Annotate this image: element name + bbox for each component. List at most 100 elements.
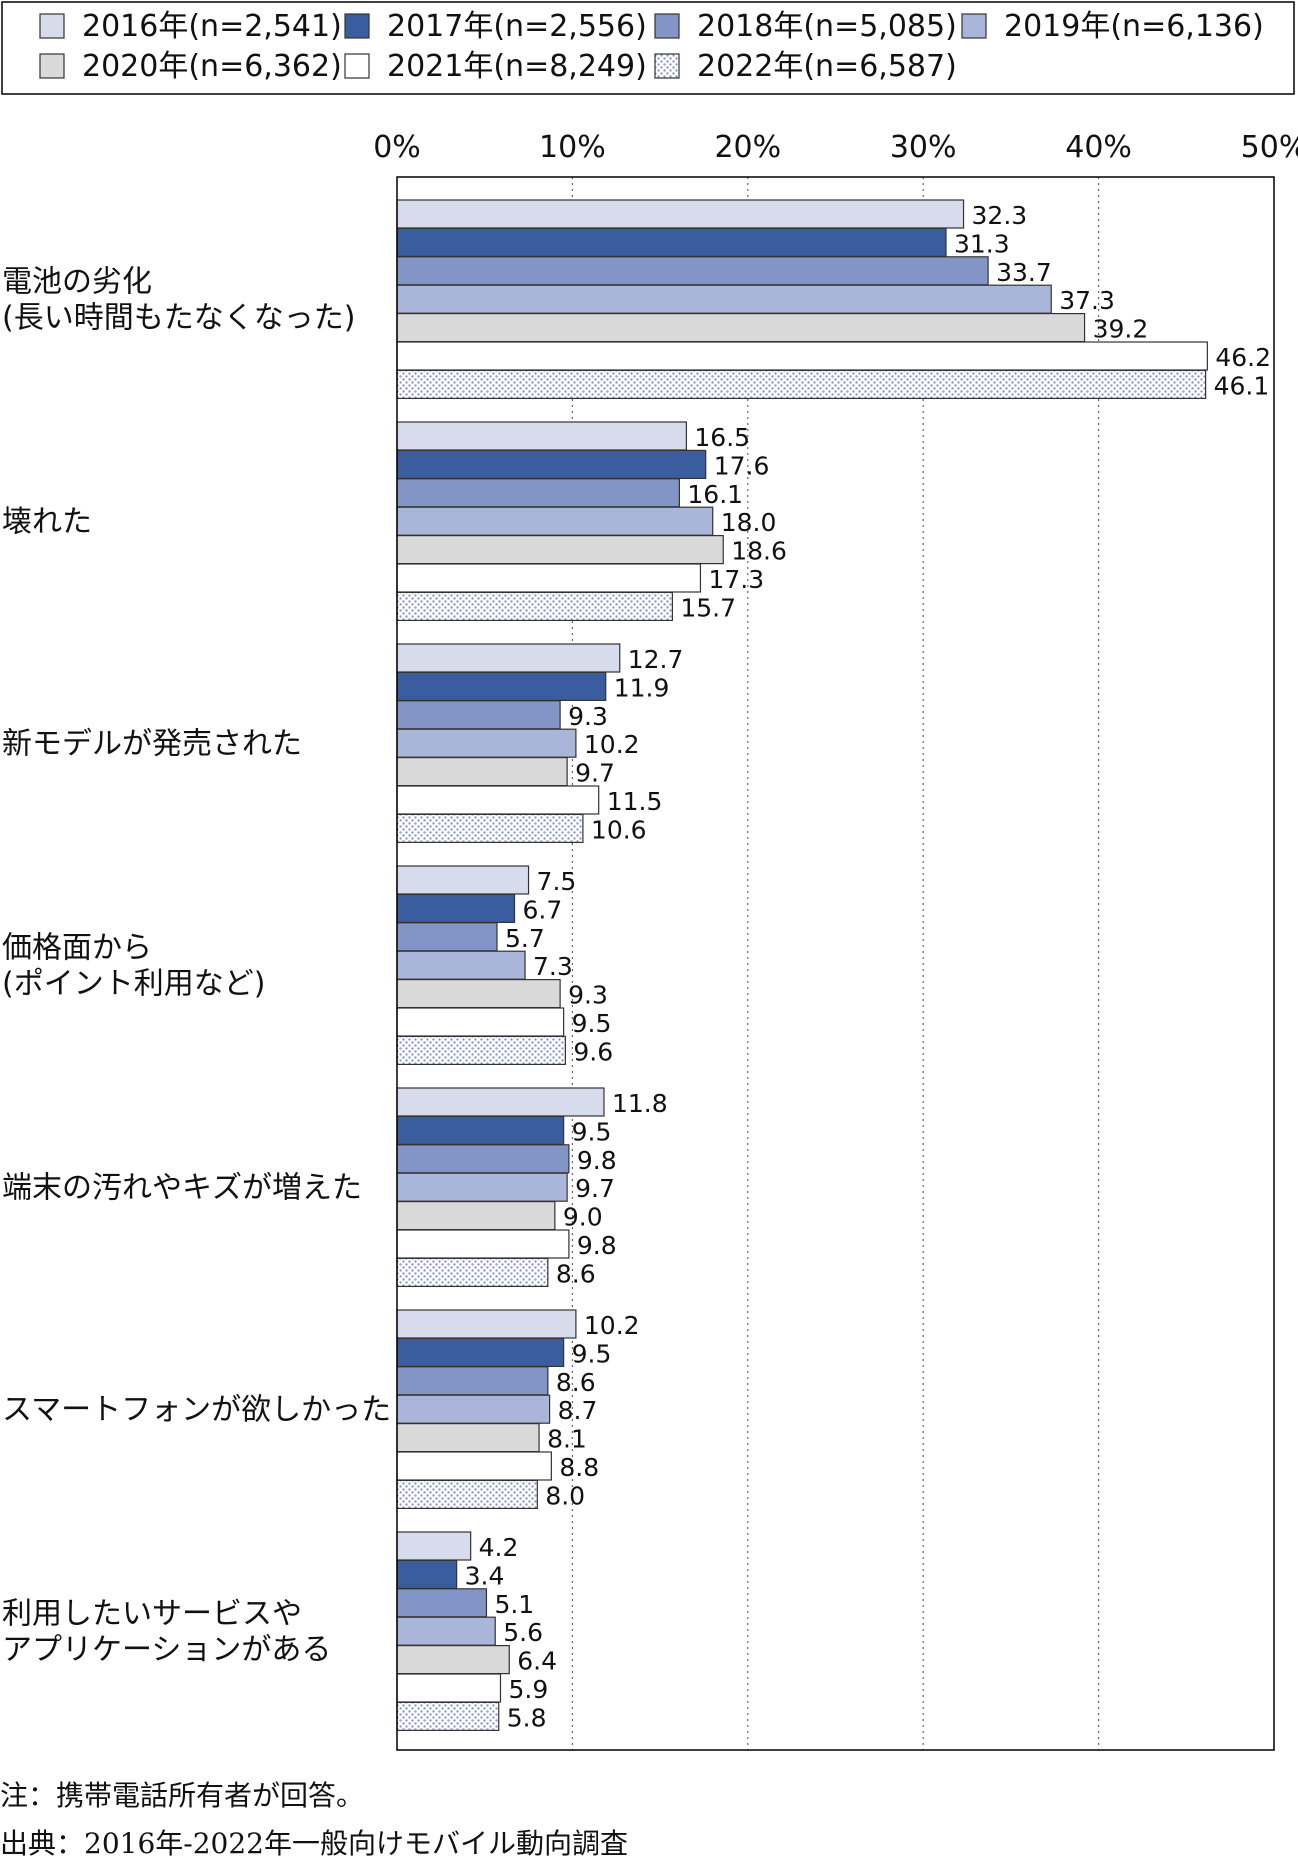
bar bbox=[396, 643, 621, 673]
value-label: 8.1 bbox=[547, 1425, 587, 1454]
value-label: 5.9 bbox=[508, 1675, 548, 1704]
value-label: 9.8 bbox=[577, 1146, 617, 1175]
bar bbox=[396, 1087, 605, 1117]
value-label: 17.6 bbox=[714, 451, 770, 480]
legend-label: 2020年(n=6,362) bbox=[82, 49, 342, 84]
bar bbox=[396, 1616, 496, 1646]
bar bbox=[396, 1588, 488, 1618]
value-label: 17.3 bbox=[708, 565, 764, 594]
plot-frame bbox=[396, 176, 1275, 1751]
bar bbox=[396, 1144, 570, 1174]
bar bbox=[396, 1394, 551, 1424]
value-label: 11.8 bbox=[612, 1089, 668, 1118]
value-label: 9.6 bbox=[573, 1037, 613, 1066]
value-label: 46.2 bbox=[1215, 343, 1271, 372]
bar bbox=[396, 1531, 472, 1561]
bar bbox=[396, 1257, 549, 1288]
bar bbox=[396, 563, 702, 593]
value-label: 5.6 bbox=[503, 1618, 543, 1647]
value-label: 9.3 bbox=[568, 702, 608, 731]
bar bbox=[396, 199, 965, 229]
category-label: 新モデルが発売された bbox=[2, 726, 302, 761]
legend-swatch bbox=[344, 53, 370, 79]
value-label: 11.9 bbox=[614, 673, 670, 702]
value-label: 18.0 bbox=[721, 508, 777, 537]
legend-swatch bbox=[344, 13, 370, 39]
x-tick-label: 40% bbox=[1065, 130, 1132, 165]
bar bbox=[396, 756, 568, 787]
legend-label: 2017年(n=2,556) bbox=[387, 9, 647, 44]
bar bbox=[396, 728, 577, 758]
value-label: 7.3 bbox=[533, 952, 573, 981]
bar bbox=[396, 506, 714, 536]
bar bbox=[396, 893, 516, 924]
bar bbox=[396, 341, 1208, 371]
value-label: 12.7 bbox=[628, 645, 684, 674]
bar bbox=[396, 227, 947, 257]
value-label: 10.6 bbox=[591, 815, 647, 844]
bar bbox=[396, 1115, 565, 1146]
value-label: 9.5 bbox=[572, 1339, 612, 1368]
value-label: 5.1 bbox=[494, 1590, 534, 1619]
value-label: 4.2 bbox=[479, 1533, 519, 1562]
bar bbox=[396, 978, 561, 1009]
legend-label: 2016年(n=2,541) bbox=[82, 9, 342, 44]
x-axis-ticks: 0% 10% 20% 30% 40% 50% bbox=[373, 130, 1298, 165]
bars bbox=[396, 199, 1208, 1732]
value-label: 9.5 bbox=[572, 1117, 612, 1146]
value-label: 8.6 bbox=[556, 1368, 596, 1397]
value-label: 10.2 bbox=[584, 730, 640, 759]
x-tick-label: 0% bbox=[373, 130, 421, 165]
value-label: 32.3 bbox=[972, 201, 1028, 230]
bar bbox=[396, 256, 989, 286]
legend-label: 2019年(n=6,136) bbox=[1004, 9, 1264, 44]
bar bbox=[396, 1644, 510, 1675]
legend-frame bbox=[1, 1, 1295, 95]
bar bbox=[396, 1337, 565, 1368]
bar-chart: 2016年(n=2,541) 2017年(n=2,556) 2018年(n=5,08… bbox=[1, 1, 1298, 1751]
bar bbox=[396, 1200, 556, 1231]
bar bbox=[396, 1007, 565, 1037]
bar bbox=[396, 421, 688, 451]
value-label: 39.2 bbox=[1093, 315, 1149, 344]
bar bbox=[396, 1673, 502, 1703]
value-label: 9.7 bbox=[575, 1174, 615, 1203]
value-label: 5.8 bbox=[507, 1703, 547, 1732]
legend-label: 2018年(n=5,085) bbox=[697, 9, 957, 44]
category-label: 価格面から(ポイント利用など) bbox=[2, 930, 265, 1001]
value-label: 9.5 bbox=[572, 1009, 612, 1038]
category-label: スマートフォンが欲しかった bbox=[2, 1392, 391, 1427]
bar bbox=[396, 369, 1207, 399]
value-label: 8.8 bbox=[559, 1453, 599, 1482]
legend-swatch bbox=[39, 53, 65, 79]
value-label: 8.7 bbox=[558, 1396, 598, 1425]
value-label: 16.1 bbox=[687, 480, 743, 509]
bar bbox=[396, 1035, 566, 1066]
value-label: 15.7 bbox=[680, 593, 736, 622]
value-label: 9.7 bbox=[575, 759, 615, 788]
value-label: 18.6 bbox=[731, 537, 787, 566]
value-label: 5.7 bbox=[505, 924, 545, 953]
bar bbox=[396, 865, 530, 895]
footnote: 注：携帯電話所有者が回答。 bbox=[0, 1779, 365, 1812]
source-note: 出典：2016年-2022年一般向けモバイル動向調査 bbox=[0, 1827, 628, 1860]
bar bbox=[396, 813, 584, 844]
legend-label: 2021年(n=8,249) bbox=[387, 49, 647, 84]
bar bbox=[396, 1309, 577, 1339]
bar bbox=[396, 449, 707, 479]
value-label: 6.4 bbox=[517, 1647, 557, 1676]
gridlines bbox=[571, 177, 1100, 1750]
value-label: 9.8 bbox=[577, 1231, 617, 1260]
legend-swatch bbox=[39, 13, 65, 39]
value-label: 33.7 bbox=[996, 258, 1052, 287]
bar bbox=[396, 534, 724, 565]
category-label: 利用したいサービスやアプリケーションがある bbox=[2, 1596, 331, 1667]
value-label: 10.2 bbox=[584, 1311, 640, 1340]
value-label: 8.6 bbox=[556, 1259, 596, 1288]
bar bbox=[396, 1366, 549, 1396]
x-tick-label: 50% bbox=[1241, 130, 1298, 165]
bar bbox=[396, 700, 561, 730]
bar bbox=[396, 922, 498, 952]
bar bbox=[396, 1229, 570, 1259]
value-label: 7.5 bbox=[537, 867, 577, 896]
